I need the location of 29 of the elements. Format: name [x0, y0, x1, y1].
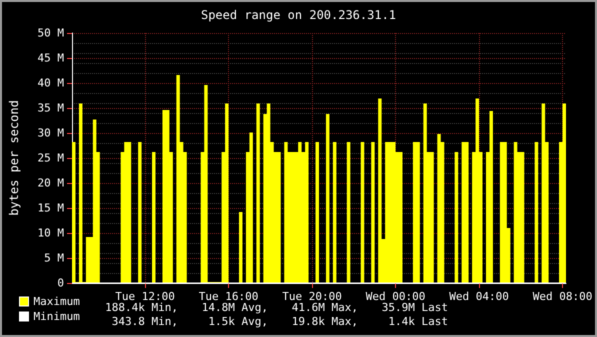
- y-tick-label: 20 M: [38, 176, 64, 190]
- legend-label: Maximum: [34, 295, 80, 308]
- x-tick-label: Wed 00:00: [366, 290, 426, 303]
- y-tick-label: 50 M: [38, 26, 64, 40]
- x-tick-label: Wed 08:00: [532, 290, 592, 303]
- x-tick-label: Wed 04:00: [449, 290, 509, 303]
- y-axis-title: bytes per second: [7, 100, 21, 216]
- y-tick-label: 5 M: [44, 252, 64, 264]
- text: 343.8 Min,: [112, 315, 178, 328]
- y-tick-label: 45 M: [38, 52, 64, 64]
- y-tick-label: 10 M: [38, 226, 64, 240]
- text: 41.6M Max,: [292, 301, 358, 314]
- y-tick-label: 25 M: [38, 152, 64, 164]
- y-tick-label: 15 M: [38, 202, 64, 214]
- text: 1.4k Last: [388, 315, 448, 328]
- text: 19.8k Max,: [292, 315, 358, 328]
- legend-label: Minimum: [34, 310, 80, 323]
- x-tick-label: Tue 12:00: [115, 290, 175, 303]
- chart-title: Speed range on 200.236.31.1: [200, 8, 396, 22]
- text: 35.9M Last: [382, 301, 448, 314]
- y-tick-label: 30 M: [38, 126, 64, 140]
- text: 14.8M Avg,: [202, 301, 268, 314]
- y-tick-label: 0: [57, 276, 64, 290]
- x-tick-label: Tue 20:00: [282, 290, 342, 303]
- y-tick-label: 40 M: [38, 76, 64, 90]
- text: 188.4k Min,: [105, 301, 178, 314]
- text: 1.5k Avg,: [208, 315, 268, 328]
- x-tick-label: Tue 16:00: [198, 290, 258, 303]
- y-tick-label: 35 M: [38, 102, 64, 114]
